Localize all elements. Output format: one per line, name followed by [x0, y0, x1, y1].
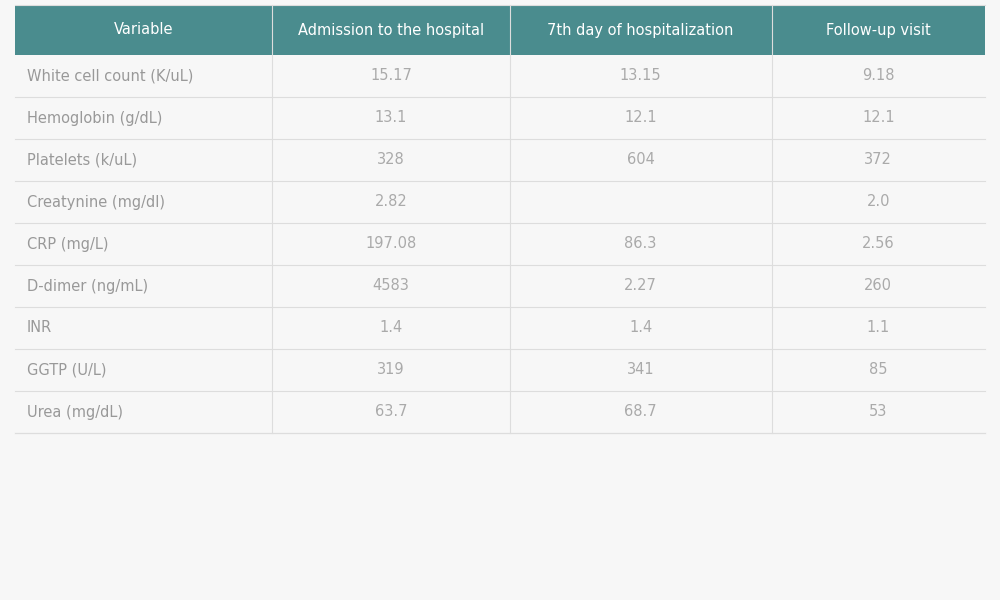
Text: 341: 341 [627, 362, 654, 377]
Text: Variable: Variable [114, 22, 173, 37]
Text: 2.27: 2.27 [624, 278, 657, 293]
Bar [15, 181, 985, 223]
Text: Urea (mg/dL): Urea (mg/dL) [27, 404, 123, 419]
Text: 15.17: 15.17 [370, 68, 412, 83]
Text: White cell count (K/uL): White cell count (K/uL) [27, 68, 193, 83]
Text: 260: 260 [864, 278, 892, 293]
Text: INR: INR [27, 320, 52, 335]
Text: Creatynine (mg/dl): Creatynine (mg/dl) [27, 194, 165, 209]
Bar [15, 391, 985, 433]
Text: 12.1: 12.1 [862, 110, 895, 125]
Text: 4583: 4583 [372, 278, 409, 293]
Bar [15, 265, 985, 307]
Text: 7th day of hospitalization: 7th day of hospitalization [547, 22, 734, 37]
Bar [15, 97, 985, 139]
Bar [15, 349, 985, 391]
Text: 2.82: 2.82 [374, 194, 407, 209]
Text: 2.56: 2.56 [862, 236, 895, 251]
Text: 85: 85 [869, 362, 888, 377]
Text: 604: 604 [627, 152, 655, 167]
Text: 1.1: 1.1 [867, 320, 890, 335]
Bar [15, 55, 985, 97]
Text: 197.08: 197.08 [365, 236, 416, 251]
Text: 53: 53 [869, 404, 887, 419]
Bar [15, 139, 985, 181]
Text: 328: 328 [377, 152, 405, 167]
Text: 9.18: 9.18 [862, 68, 895, 83]
Text: Follow-up visit: Follow-up visit [826, 22, 931, 37]
Text: 2.0: 2.0 [867, 194, 890, 209]
Bar [15, 307, 985, 349]
Text: Platelets (k/uL): Platelets (k/uL) [27, 152, 137, 167]
Text: Hemoglobin (g/dL): Hemoglobin (g/dL) [27, 110, 162, 125]
Bar [15, 223, 985, 265]
Text: 1.4: 1.4 [379, 320, 402, 335]
Text: 13.15: 13.15 [620, 68, 661, 83]
Text: 319: 319 [377, 362, 405, 377]
Text: 12.1: 12.1 [624, 110, 657, 125]
Text: 1.4: 1.4 [629, 320, 652, 335]
Bar [15, 5, 985, 55]
Text: 63.7: 63.7 [375, 404, 407, 419]
Text: CRP (mg/L): CRP (mg/L) [27, 236, 108, 251]
Text: 68.7: 68.7 [624, 404, 657, 419]
Text: 13.1: 13.1 [375, 110, 407, 125]
Text: D-dimer (ng/mL): D-dimer (ng/mL) [27, 278, 148, 293]
Text: 372: 372 [864, 152, 892, 167]
Text: Admission to the hospital: Admission to the hospital [298, 22, 484, 37]
Text: 86.3: 86.3 [624, 236, 657, 251]
Text: GGTP (U/L): GGTP (U/L) [27, 362, 106, 377]
